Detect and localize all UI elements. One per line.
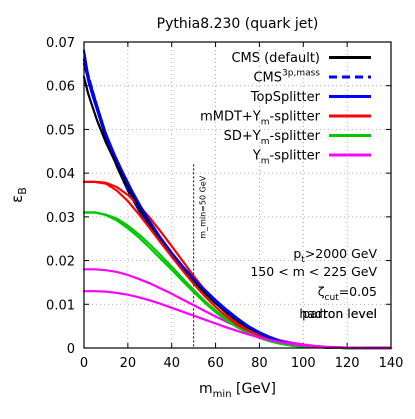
annotation-text: hadron level — [299, 306, 377, 321]
cut-line-label: m_min=50 GeV — [199, 175, 208, 238]
x-tick-label: 20 — [120, 356, 137, 371]
y-axis-label: εB — [8, 187, 29, 203]
x-tick-label: 60 — [207, 356, 224, 371]
annotation-text: parton level — [302, 306, 377, 321]
annotation-text: pt>2000 GeV — [293, 246, 377, 265]
y-tick-label: 0.02 — [46, 255, 75, 270]
y-tick-label: 0.04 — [46, 167, 75, 182]
x-tick-label: 100 — [291, 356, 316, 371]
y-tick-label: 0.03 — [46, 211, 75, 226]
legend-label: mMDT+Ym-splitter — [200, 110, 321, 128]
legend-label: CMS (default) — [231, 51, 320, 66]
y-tick-label: 0 — [67, 342, 75, 357]
legend-label: TopSplitter — [250, 90, 321, 105]
x-tick-label: 40 — [163, 356, 180, 371]
y-tick-label: 0.01 — [46, 298, 75, 313]
series-line-10 — [82, 290, 393, 350]
plot-frame — [83, 41, 392, 349]
legend-label: Ym-splitter — [252, 149, 321, 167]
x-tick-label: 0 — [80, 356, 88, 371]
x-axis-label: mmin [GeV] — [199, 381, 276, 400]
x-tick-label: 120 — [335, 356, 360, 371]
chart-title: Pythia8.230 (quark jet) — [157, 16, 319, 32]
y-tick-label: 0.07 — [46, 36, 75, 51]
legend-label: CMS3p,mass — [253, 69, 320, 86]
legend-label: SD+Ym-splitter — [224, 129, 321, 147]
y-tick-label: 0.06 — [46, 80, 75, 95]
annotation-text: ζcut=0.05 — [318, 284, 377, 303]
y-tick-label: 0.05 — [46, 123, 75, 138]
x-tick-label: 80 — [251, 356, 268, 371]
x-tick-label: 140 — [379, 356, 404, 371]
annotation-text: 150 < m < 225 GeV — [250, 264, 377, 279]
series-line-9 — [82, 211, 393, 350]
